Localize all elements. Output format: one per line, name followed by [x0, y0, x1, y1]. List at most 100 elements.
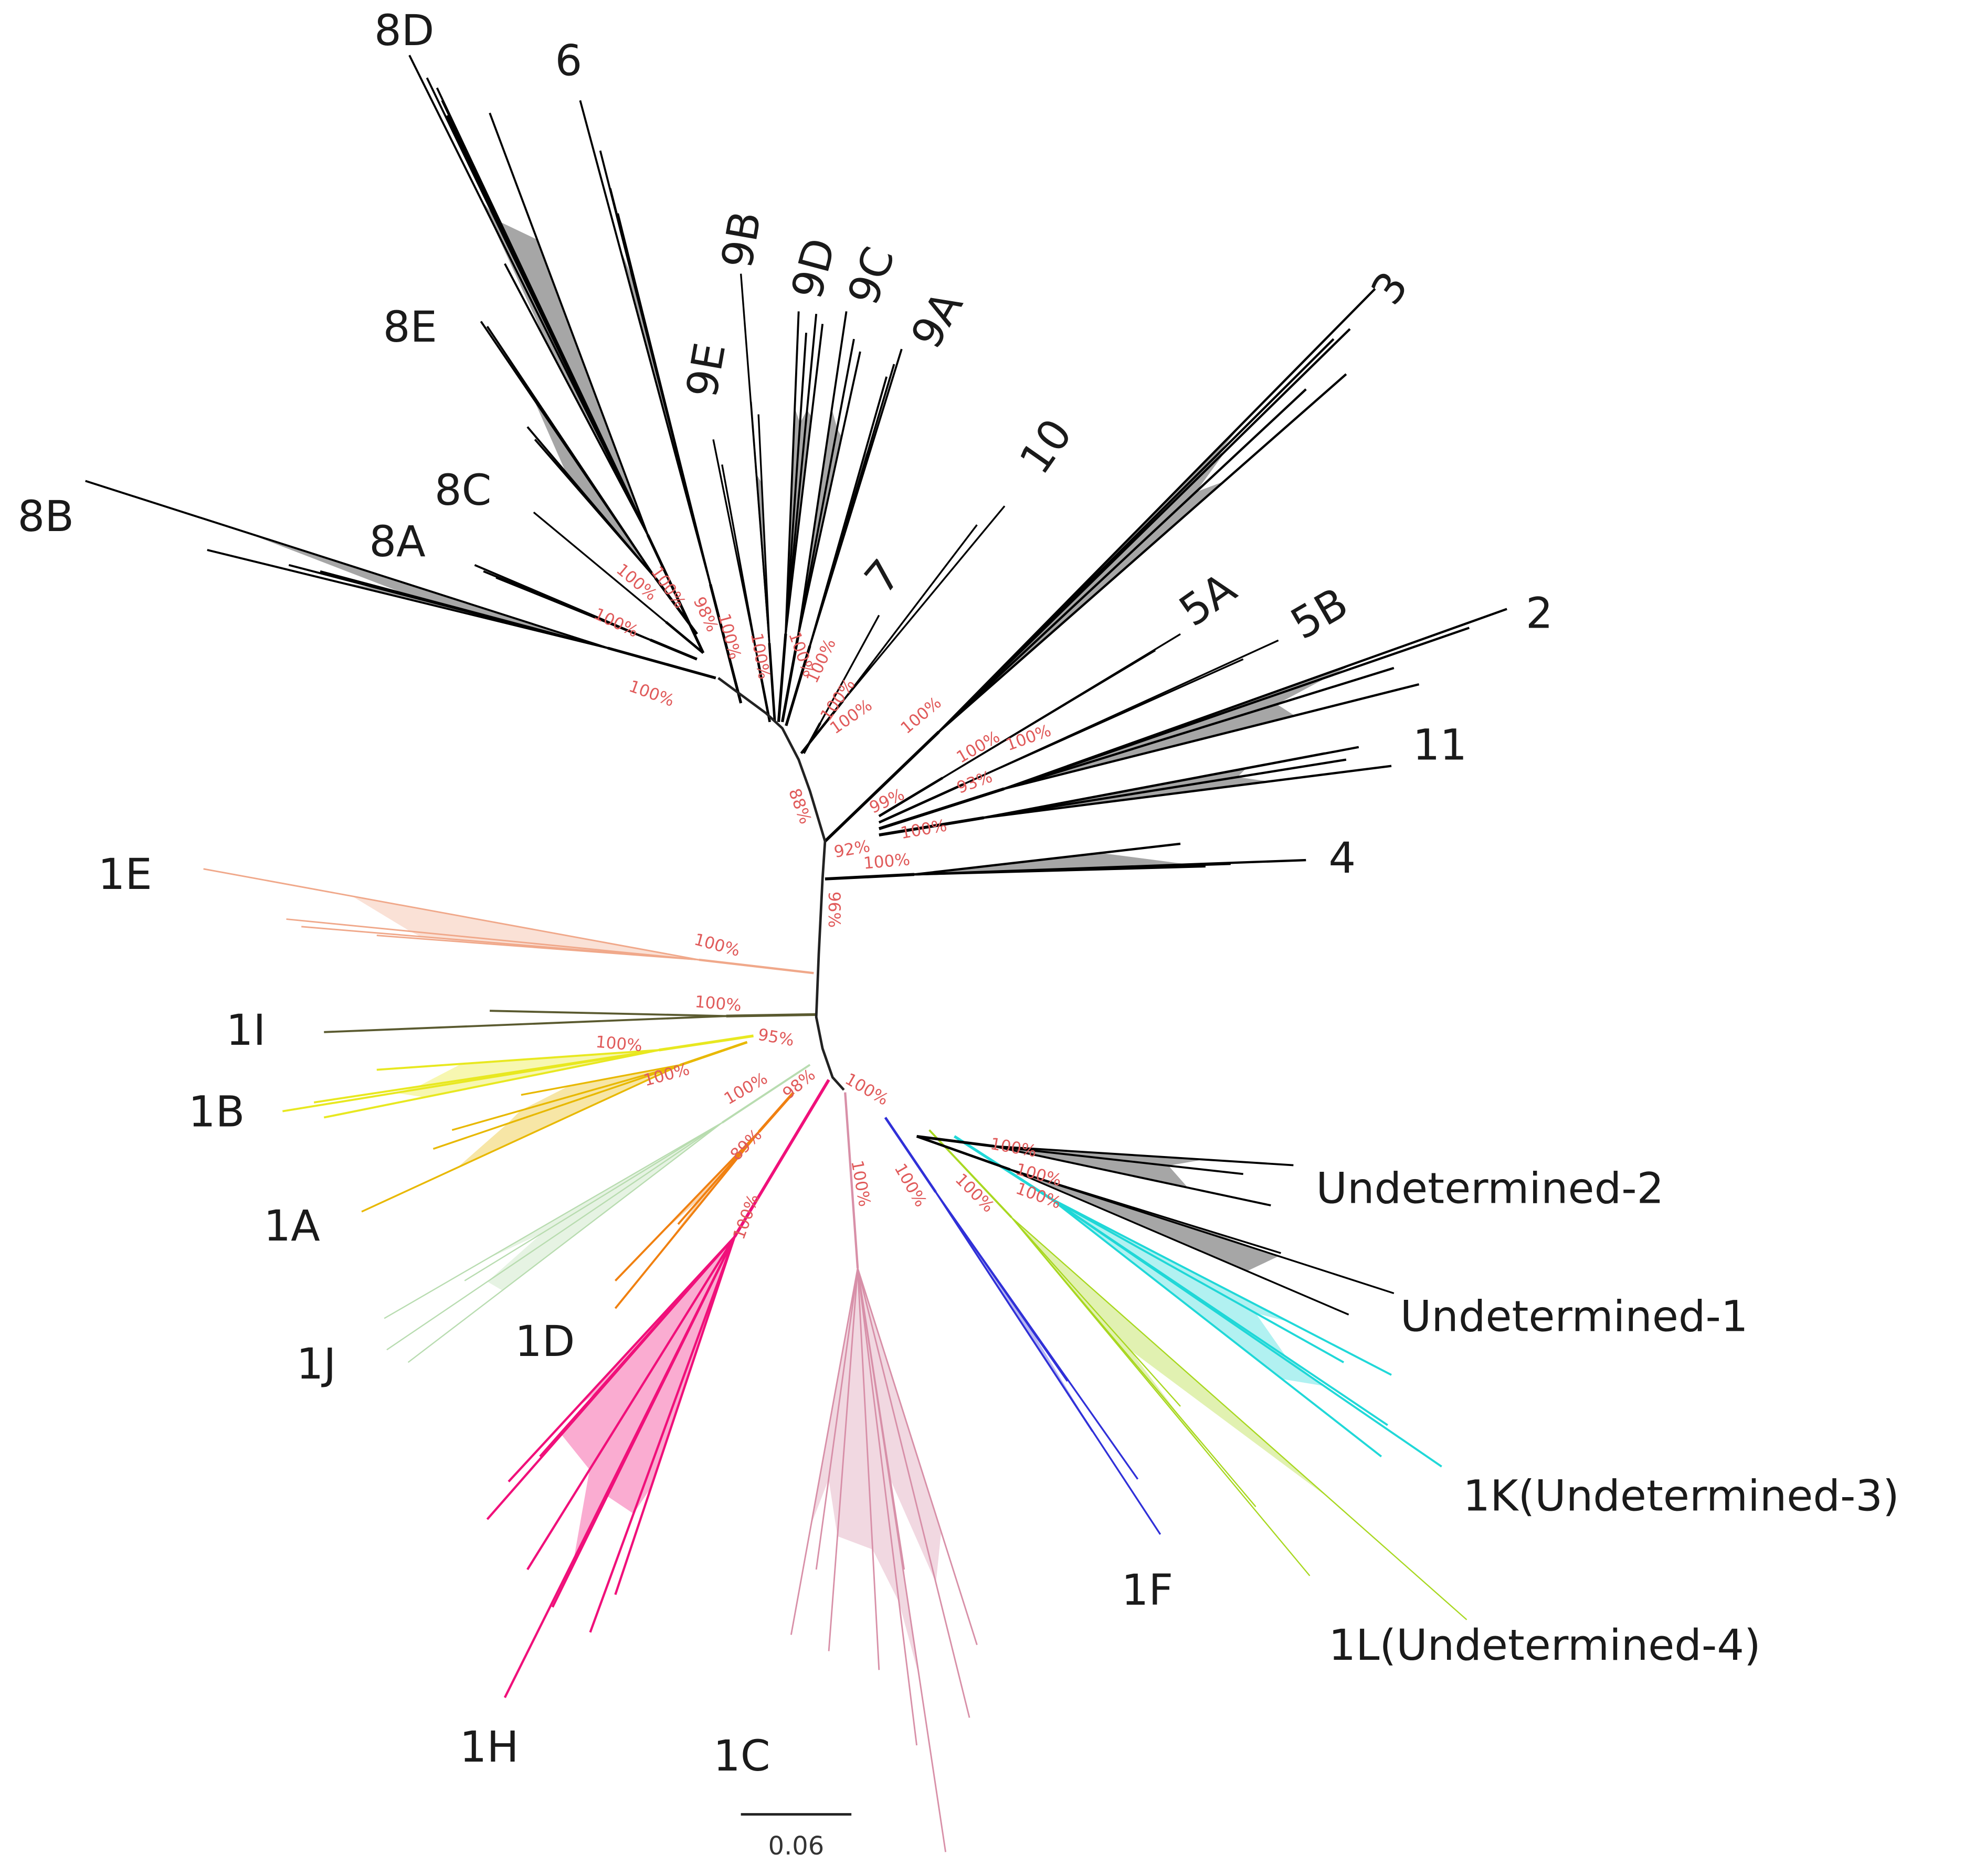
leaf-branch	[935, 1191, 1093, 1432]
leaf-branch	[785, 324, 824, 634]
leaf-branch	[984, 758, 1347, 819]
clade-density	[481, 199, 648, 535]
clade-label: 1C	[713, 1731, 770, 1781]
leaf-branch	[994, 1145, 1294, 1167]
leaf-branch	[495, 576, 651, 641]
clade-label: 6	[555, 36, 583, 86]
clade-density	[485, 1122, 722, 1291]
clade-stem	[878, 777, 944, 818]
leaf-branch	[376, 935, 699, 961]
leaf-branch	[1004, 683, 1420, 790]
leaf-branch	[721, 464, 759, 663]
leaf-branch	[384, 1122, 723, 1319]
leaf-branch	[797, 351, 861, 637]
leaf-branch	[614, 1131, 760, 1309]
clade-label: 1D	[515, 1317, 575, 1366]
clade-1d	[614, 1091, 795, 1309]
clade-stem	[800, 700, 844, 755]
clade-label: 1A	[263, 1201, 320, 1251]
clade-density	[619, 246, 711, 585]
clade-stem	[646, 534, 705, 654]
clade-density	[984, 768, 1270, 818]
clade-label: 8B	[17, 492, 74, 542]
leaf-branch	[857, 1268, 905, 1570]
clade-label: 1E	[98, 850, 152, 899]
clade-stem	[654, 577, 698, 635]
clade-6	[579, 100, 743, 704]
leaf-branch	[489, 112, 649, 535]
leaf-branch	[785, 314, 818, 634]
leaf-branch	[533, 511, 667, 623]
clade-1b	[282, 1034, 754, 1119]
clade-density	[1004, 663, 1356, 789]
clade-9c	[780, 311, 861, 723]
leaf-branch	[914, 865, 1206, 876]
clade-label: 7	[855, 550, 911, 603]
leaf-branch	[1009, 1169, 1349, 1316]
leaf-branch	[1049, 1197, 1344, 1363]
clade-1e	[203, 868, 814, 974]
clade-label: 11	[1413, 720, 1467, 770]
clade-5a	[878, 633, 1181, 818]
scale-bar: 0.06	[741, 1813, 852, 1861]
bootstrap-value: 98%	[779, 1065, 819, 1103]
leaf-branch	[797, 311, 848, 637]
leaf-branch	[857, 1268, 978, 1645]
clade-density	[811, 1268, 942, 1677]
clade-density	[935, 1192, 1093, 1432]
leaf-branch	[203, 868, 699, 961]
clade-undetermined-1	[916, 1135, 1395, 1316]
leaf-branch	[1011, 1217, 1181, 1407]
clade-density	[1010, 1169, 1279, 1271]
leaf-branch	[286, 918, 699, 961]
clade-stem	[844, 1092, 859, 1268]
leaf-branch	[504, 263, 649, 536]
leaf-branch	[1004, 666, 1395, 790]
clade-1f	[884, 1117, 1161, 1535]
leaf-branch	[757, 414, 770, 643]
clade-label: 9B	[712, 207, 771, 271]
leaf-branch	[677, 1131, 760, 1225]
leaf-branch	[376, 1049, 659, 1071]
leaf-branch	[842, 524, 978, 702]
leaf-branch	[938, 338, 1335, 733]
leaf-branch	[534, 439, 656, 579]
leaf-branch	[313, 1049, 659, 1104]
leaf-branch	[432, 1064, 681, 1150]
leaf-branch	[994, 1145, 1243, 1175]
leaf-branch	[579, 100, 712, 585]
leaf-branch	[857, 1268, 880, 1670]
clade-stem	[780, 636, 799, 723]
clade-label: 1K(Undetermined-3)	[1463, 1471, 1899, 1521]
leaf-branch	[486, 326, 657, 579]
clade-2	[878, 608, 1507, 830]
bootstrap-value: 100%	[730, 1192, 763, 1242]
leaf-branch	[551, 1236, 736, 1608]
clade-4	[825, 842, 1306, 881]
clade-stem	[879, 816, 984, 837]
leaf-branch	[790, 1268, 859, 1635]
clade-stem	[607, 646, 716, 680]
clade-label: 5B	[1283, 578, 1357, 650]
clade-stem	[709, 584, 743, 704]
bootstrap-value: 100%	[953, 727, 1003, 767]
leaf-branch	[785, 332, 807, 634]
clade-label: 8D	[374, 6, 434, 56]
leaf-branch	[963, 658, 1244, 786]
clade-1j	[384, 1064, 811, 1363]
clade-stem	[649, 638, 698, 661]
clade-stem	[823, 730, 940, 843]
clade-label: 9D	[782, 233, 846, 304]
bootstrap-value: 96%	[825, 892, 843, 928]
clade-label: 4	[1328, 833, 1356, 883]
clade-stem	[758, 1091, 795, 1133]
clade-label: 2	[1526, 588, 1553, 638]
leaf-branch	[451, 1064, 681, 1131]
leaf-branch	[938, 388, 1307, 733]
bootstrap-value: 100%	[989, 1135, 1038, 1161]
leaf-branch	[815, 1268, 859, 1570]
clade-density	[798, 409, 842, 637]
clade-stem	[665, 621, 704, 654]
leaf-branch	[446, 115, 649, 536]
